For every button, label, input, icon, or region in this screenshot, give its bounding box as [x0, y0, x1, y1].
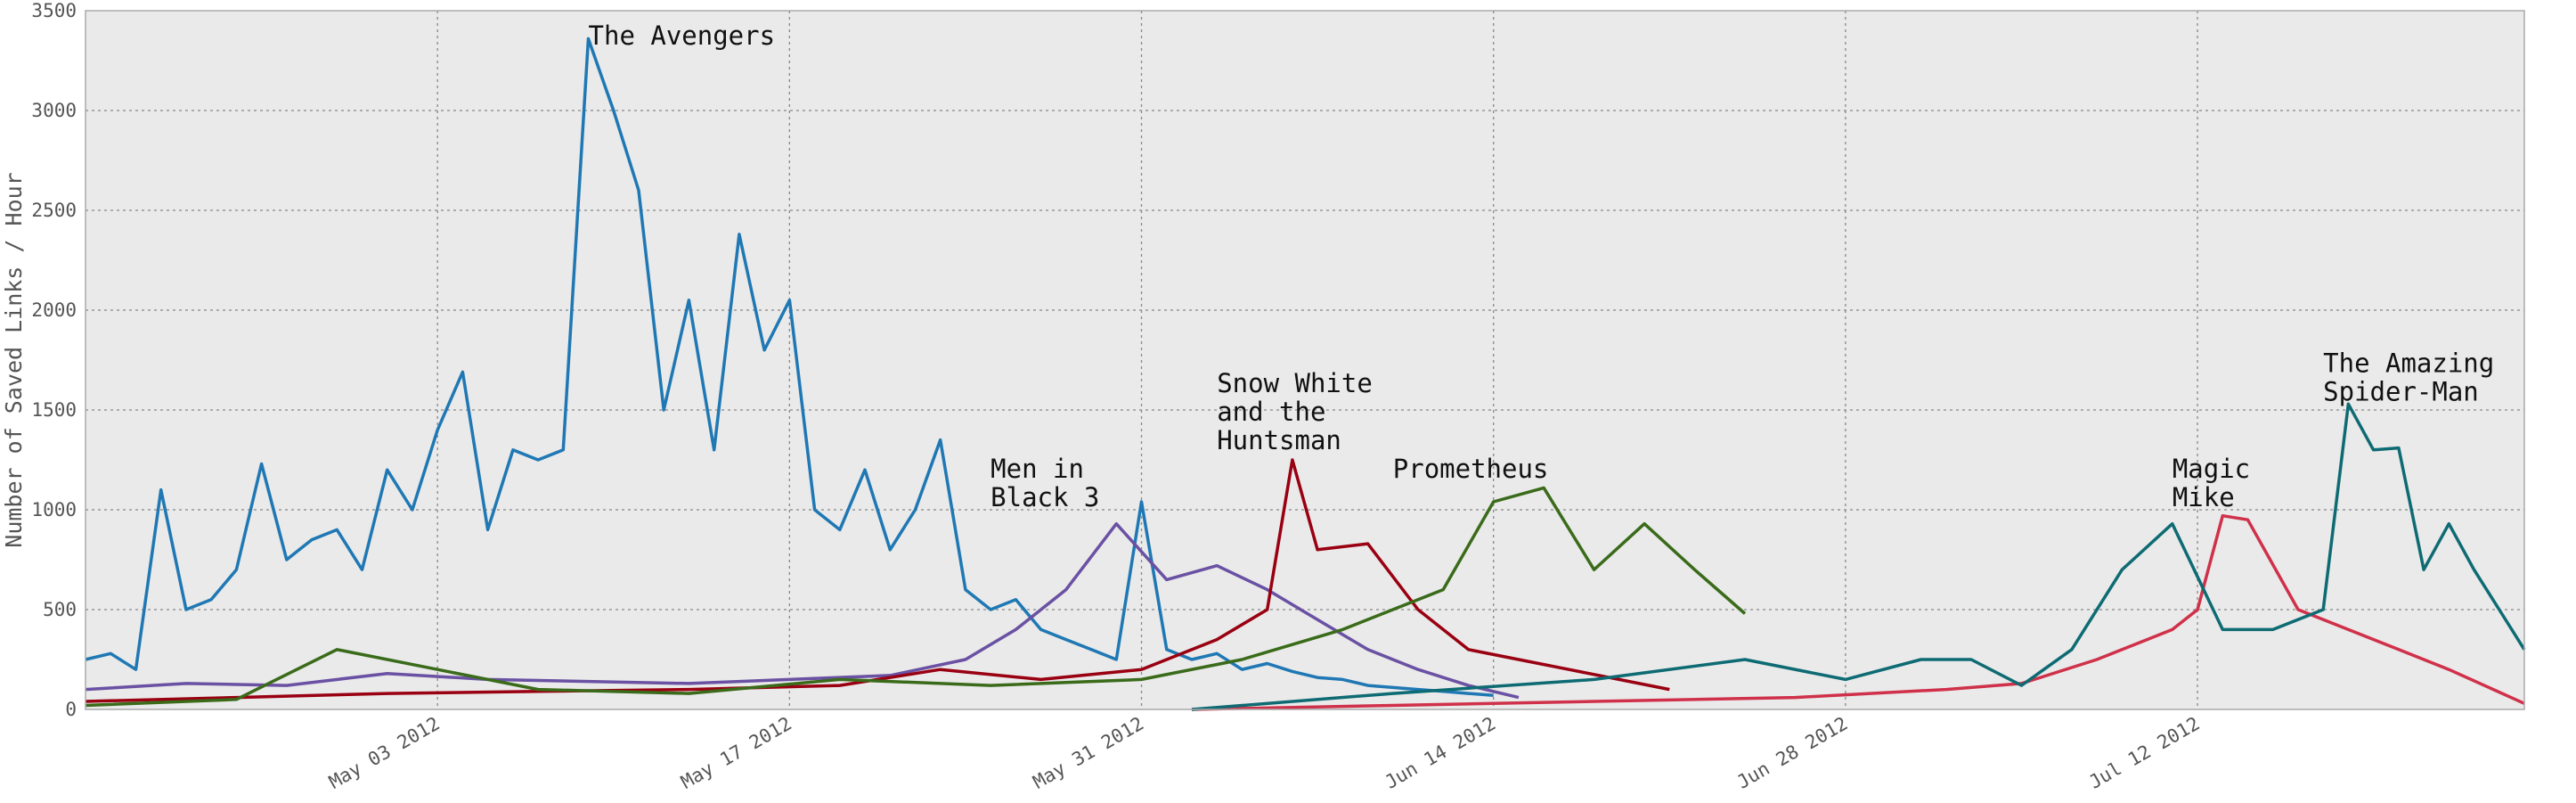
y-tick-label: 500 — [43, 599, 77, 620]
series-line-5 — [1191, 402, 2526, 711]
annotation-label: Huntsman — [1217, 425, 1341, 455]
annotation-label: and the — [1217, 397, 1325, 427]
annotation-label: Prometheus — [1393, 454, 1549, 484]
series-line-4 — [1191, 513, 2525, 711]
annotation-label: Black 3 — [990, 482, 1099, 512]
annotation-label: Magic — [2172, 454, 2250, 484]
plot-frame — [85, 10, 2525, 710]
x-tick-label: May 31 2012 — [1030, 713, 1147, 793]
annotation-label: Spider-Man — [2323, 376, 2479, 406]
series-line-0 — [85, 37, 1494, 698]
x-tick-label: Jul 12 2012 — [2085, 713, 2203, 793]
y-tick-label: 3000 — [31, 100, 77, 121]
annotation-label: The Avengers — [589, 20, 776, 51]
series-lines — [85, 37, 2526, 711]
y-tick-label: 1000 — [31, 499, 77, 520]
y-tick-label: 2000 — [31, 299, 77, 321]
annotation-label: Snow White — [1217, 368, 1373, 398]
series-line-1 — [85, 521, 1520, 700]
x-tick-label: May 03 2012 — [325, 713, 443, 793]
grid-lines — [86, 11, 2524, 709]
x-tick-label: Jun 28 2012 — [1733, 713, 1851, 793]
y-tick-label: 1500 — [31, 399, 77, 421]
y-tick-label: 0 — [65, 699, 77, 720]
annotation-label: Mike — [2172, 482, 2235, 512]
y-axis-label: Number of Saved Links / Hour — [1, 172, 27, 547]
plot-background — [86, 11, 2524, 709]
y-tick-label: 3500 — [31, 0, 77, 21]
annotation-label: Men in — [990, 454, 1084, 484]
x-tick-label: Jun 14 2012 — [1382, 713, 1499, 793]
series-line-3 — [85, 486, 1747, 708]
y-tick-label: 2500 — [31, 200, 77, 221]
x-tick-label: May 17 2012 — [677, 713, 795, 793]
annotation-label: The Amazing — [2323, 348, 2494, 378]
